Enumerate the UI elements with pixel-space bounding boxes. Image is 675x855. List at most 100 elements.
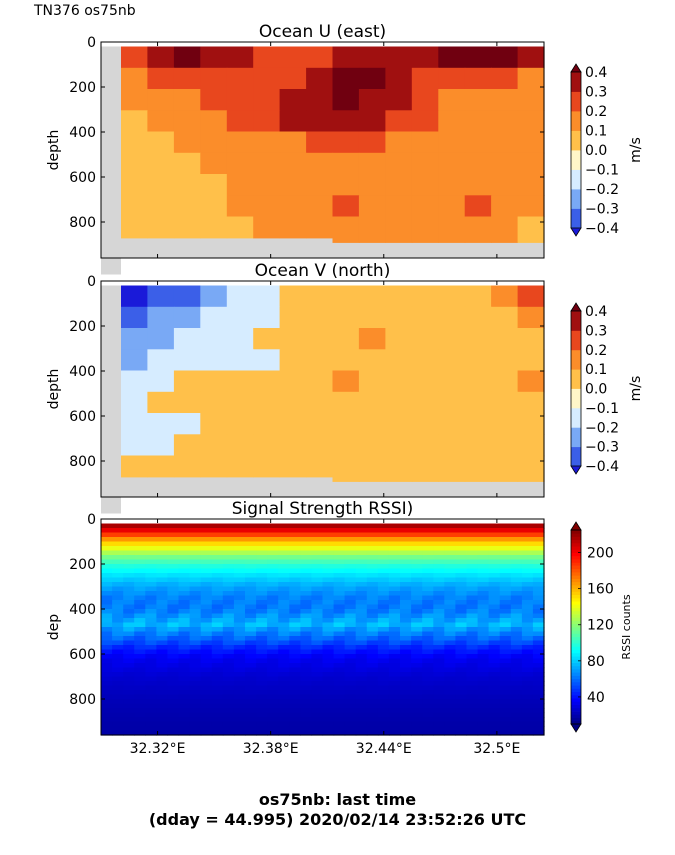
rssi-cell: [466, 523, 479, 529]
rssi-cell: [300, 721, 313, 727]
rssi-cell: [400, 550, 412, 556]
rssi-cell: [112, 577, 124, 583]
rssi-cell: [344, 663, 357, 669]
rssi-cell: [322, 604, 335, 610]
rssi-cell: [532, 645, 545, 651]
rssi-cell: [466, 604, 479, 610]
rssi-cell: [311, 541, 324, 547]
rssi-cell: [521, 726, 534, 732]
section-cell: [121, 131, 148, 154]
rssi-cell: [377, 559, 390, 565]
rssi-cell: [444, 618, 456, 624]
rssi-cell: [156, 600, 169, 606]
section-cell: [491, 89, 519, 111]
rssi-cell: [123, 676, 135, 682]
rssi-cell: [123, 537, 135, 543]
rssi-cell: [377, 708, 390, 714]
rssi-cell: [344, 618, 357, 624]
rssi-cell: [344, 532, 357, 538]
rssi-cell: [366, 685, 379, 691]
rssi-cell: [145, 555, 157, 561]
rssi-cell: [455, 568, 468, 574]
rssi-cell: [344, 564, 357, 570]
rssi-cell: [112, 537, 124, 543]
rssi-cell: [167, 654, 180, 660]
rssi-cell: [333, 681, 346, 687]
rssi-cell: [222, 685, 235, 691]
section-cell: [200, 195, 228, 218]
rssi-cell: [322, 726, 335, 732]
rssi-cell: [123, 532, 135, 538]
rssi-cell: [245, 613, 257, 619]
rssi-cell: [433, 537, 445, 543]
rssi-cell: [311, 528, 324, 534]
rssi-cell: [444, 631, 456, 637]
rssi-cell: [189, 537, 202, 543]
rssi-cell: [211, 636, 224, 642]
rssi-cell: [233, 582, 246, 588]
rssi-cell: [189, 726, 202, 732]
rssi-cell: [112, 712, 124, 718]
rssi-cell: [134, 681, 146, 687]
rssi-cell: [477, 640, 490, 646]
colorbar: 0.40.30.20.10.0−0.1−0.2−0.3−0.4m/s: [570, 63, 644, 237]
rssi-cell: [134, 654, 146, 660]
rssi-cell: [156, 568, 169, 574]
rssi-cell: [200, 528, 213, 534]
section-cell: [306, 370, 334, 393]
rssi-cell: [101, 649, 113, 655]
rssi-cell: [521, 690, 534, 696]
rssi-cell: [422, 654, 434, 660]
rssi-cell: [300, 550, 313, 556]
rssi-cell: [411, 618, 423, 624]
rssi-cell: [256, 528, 268, 534]
rssi-cell: [355, 631, 368, 637]
rssi-cell: [222, 721, 235, 727]
rssi-cell: [167, 658, 180, 664]
rssi-cell: [245, 721, 257, 727]
rssi-cell: [366, 555, 379, 561]
rssi-cell: [521, 568, 534, 574]
rssi-cell: [322, 667, 335, 673]
rssi-cell: [433, 577, 445, 583]
section-cell: [358, 89, 386, 111]
rssi-cell: [112, 631, 124, 637]
rssi-cell: [400, 604, 412, 610]
rssi-cell: [433, 640, 445, 646]
rssi-cell: [455, 604, 468, 610]
y-tick-label: 200: [69, 80, 96, 96]
rssi-cell: [189, 690, 202, 696]
rssi-cell: [477, 573, 490, 579]
rssi-cell: [267, 685, 279, 691]
rssi-cell: [289, 586, 301, 592]
rssi-cell: [267, 667, 279, 673]
section-cell: [517, 195, 545, 218]
rssi-cell: [444, 523, 456, 529]
rssi-cell: [400, 568, 412, 574]
rssi-cell: [289, 685, 301, 691]
rssi-cell: [123, 645, 135, 651]
rssi-cell: [532, 681, 545, 687]
rssi-cell: [433, 654, 445, 660]
section-cell: [226, 216, 254, 239]
rssi-cell: [211, 663, 224, 669]
rssi-cell: [499, 645, 512, 651]
rssi-cell: [532, 613, 545, 619]
rssi-cell: [256, 613, 268, 619]
rssi-cell: [422, 591, 434, 597]
section-cell: [491, 131, 519, 154]
rssi-cell: [466, 721, 479, 727]
rssi-cell: [200, 645, 213, 651]
section-cell: [438, 131, 466, 154]
rssi-cell: [300, 690, 313, 696]
section-cell: [306, 131, 334, 154]
rssi-cell: [377, 694, 390, 700]
rssi-cell: [388, 573, 401, 579]
rssi-cell: [211, 604, 224, 610]
above-surface: [101, 281, 544, 286]
rssi-cell: [178, 676, 191, 682]
section-cell: [517, 391, 545, 414]
rssi-cell: [233, 595, 246, 601]
rssi-cell: [521, 541, 534, 547]
rssi-cell: [200, 681, 213, 687]
